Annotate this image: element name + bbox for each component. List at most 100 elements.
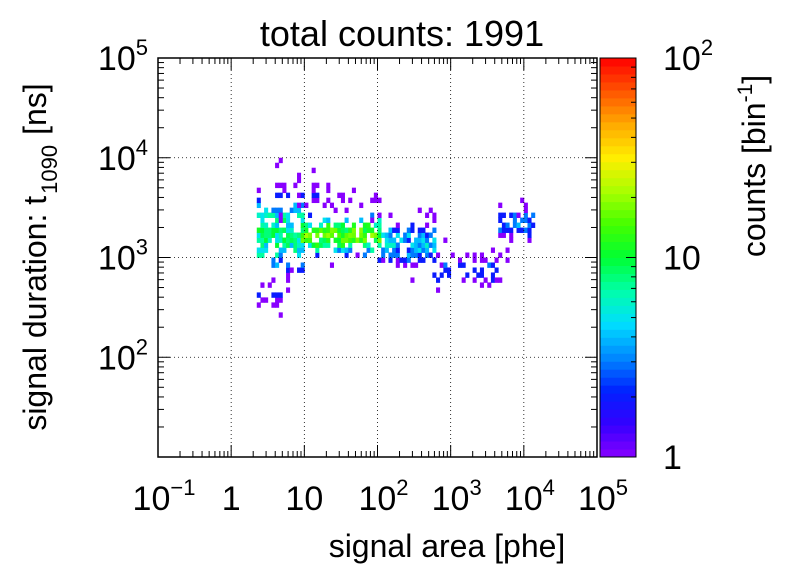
heatmap-cell <box>304 222 309 228</box>
heatmap-cell <box>340 237 345 243</box>
heatmap-cell <box>366 247 371 253</box>
heatmap-cell <box>443 237 448 243</box>
heatmap-cell <box>362 242 367 248</box>
heatmap-cell <box>406 257 411 263</box>
heatmap-cell <box>472 277 477 283</box>
heatmap-cell <box>457 262 463 268</box>
heatmap-cell <box>395 227 400 233</box>
y-tick-label: 105 <box>98 35 148 78</box>
heatmap-cell <box>326 237 331 243</box>
heatmap-cell <box>436 287 441 293</box>
heatmap-cell <box>498 217 503 223</box>
heatmap-cell <box>260 222 265 228</box>
heatmap-cell <box>256 232 261 238</box>
heatmap-cell <box>326 242 331 248</box>
heatmap-cell <box>523 227 528 233</box>
heatmap-cell <box>256 212 261 218</box>
heatmap-cell <box>370 212 375 218</box>
heatmap-cell <box>348 242 353 248</box>
heatmap-cell <box>410 227 415 233</box>
heatmap-cell <box>318 242 324 248</box>
heatmap-cell <box>256 252 261 258</box>
axis-tick-marks <box>157 58 597 458</box>
heatmap-cell <box>425 237 430 243</box>
colorbar-strip <box>600 105 636 115</box>
heatmap-cell <box>490 262 495 268</box>
heatmap-cell <box>421 227 426 233</box>
heatmap-cell <box>457 257 463 263</box>
heatmap-cell <box>293 232 298 238</box>
heatmap-cell <box>275 212 280 218</box>
heatmap-cell <box>351 237 356 243</box>
heatmap-cell <box>289 222 294 228</box>
heatmap-cell <box>348 232 353 238</box>
heatmap-cell <box>410 277 415 283</box>
heatmap-cell <box>278 182 283 189</box>
colorbar-strip <box>600 329 636 338</box>
heatmap-cell <box>278 297 283 303</box>
heatmap-cell <box>304 202 309 209</box>
heatmap-cell <box>293 207 298 214</box>
heatmap-cell <box>388 227 393 233</box>
heatmap-cell <box>395 252 400 258</box>
heatmap-cell <box>399 257 404 263</box>
plot-frame <box>157 57 598 458</box>
heatmap-cell <box>282 242 287 248</box>
heatmap-cell <box>344 252 349 258</box>
heatmap-cell <box>289 227 294 233</box>
heatmap-cell <box>498 202 503 209</box>
heatmap-cell <box>531 222 536 228</box>
heatmap-cell <box>406 237 411 243</box>
y-tick-label-exponent: 2 <box>136 334 148 359</box>
heatmap-cell <box>286 267 291 273</box>
heatmap-cell <box>322 237 327 243</box>
colorbar-strip <box>600 65 636 75</box>
heatmap-cell <box>344 247 349 253</box>
heatmap-cell <box>304 237 309 243</box>
heatmap-cell <box>406 232 411 238</box>
y-tick-label-exponent: 5 <box>136 35 148 60</box>
heatmap-cell <box>403 232 408 238</box>
heatmap-cell <box>373 197 378 204</box>
heatmap-cell <box>278 237 283 243</box>
colorbar-strip <box>600 401 636 410</box>
colorbar-strip <box>600 233 636 243</box>
heatmap-cell <box>286 222 291 228</box>
heatmap-cell <box>498 252 503 258</box>
colorbar-strip <box>600 449 636 458</box>
heatmap-cell <box>340 242 345 248</box>
heatmap-cell <box>410 222 415 228</box>
heatmap-cell <box>293 237 298 243</box>
heatmap-cell <box>275 222 280 228</box>
heatmap-cell <box>315 182 320 189</box>
heatmap-cell <box>256 187 261 194</box>
heatmap-cell <box>428 232 433 238</box>
heatmap-cell <box>425 222 430 228</box>
heatmap-cell <box>388 232 393 238</box>
heatmap-cell <box>509 212 514 218</box>
colorbar-strip <box>600 289 636 298</box>
heatmap-cell <box>509 232 514 238</box>
heatmap-cell <box>359 217 364 223</box>
heatmap-cell <box>432 257 437 263</box>
heatmap-cell <box>494 277 499 283</box>
colorbar-strip <box>600 345 636 354</box>
heatmap-cell <box>432 272 437 278</box>
x-axis-title: signal area [phe] <box>329 528 566 564</box>
heatmap-cell <box>304 227 309 233</box>
heatmap-cell <box>395 262 400 268</box>
heatmap-cell <box>516 212 521 218</box>
heatmap-cell <box>417 207 422 214</box>
heatmap-cell <box>318 222 324 228</box>
heatmap-cell <box>406 247 411 253</box>
heatmap-cell <box>278 227 283 233</box>
heatmap-cell <box>523 202 528 209</box>
heatmap-cell <box>425 247 430 253</box>
colorbar-strip <box>600 73 636 83</box>
heatmap-cell <box>256 302 261 308</box>
heatmap-cell <box>304 232 309 238</box>
heatmap-cell <box>282 187 287 194</box>
heatmap-cell <box>373 192 378 199</box>
heatmap-cell <box>297 192 302 199</box>
